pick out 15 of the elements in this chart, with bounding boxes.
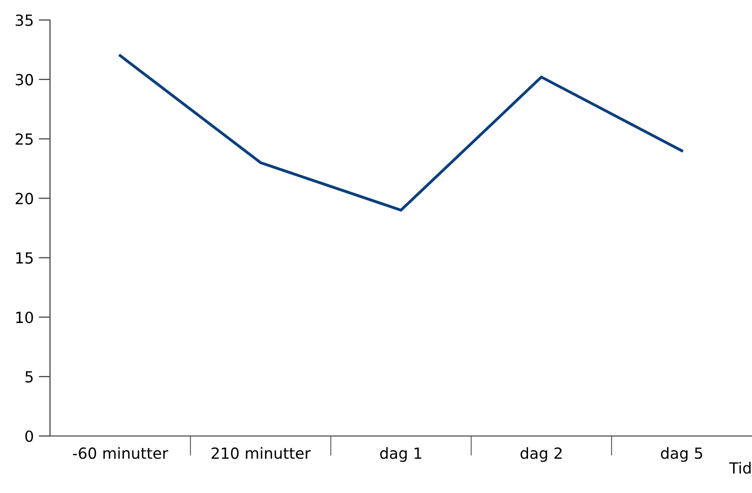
y-tick-label: 15: [16, 252, 33, 264]
y-tick-label: 0: [25, 430, 34, 442]
y-tick-label: 25: [16, 133, 33, 145]
y-tick-label: 20: [16, 192, 34, 204]
x-tick-label: -60 minutter: [72, 447, 168, 459]
x-axis-title: Tid: [729, 462, 751, 474]
y-tick-label: 35: [16, 14, 33, 26]
x-tick-label: dag 2: [520, 447, 562, 462]
y-tick-label: 10: [16, 312, 34, 324]
x-tick-label: dag 5: [660, 447, 702, 462]
x-tick-label: dag 1: [380, 447, 422, 462]
y-tick-label: 5: [25, 371, 33, 383]
line-series: [118, 54, 684, 212]
y-tick-label: 30: [16, 74, 34, 86]
x-tick-label: 210 minutter: [212, 447, 311, 459]
